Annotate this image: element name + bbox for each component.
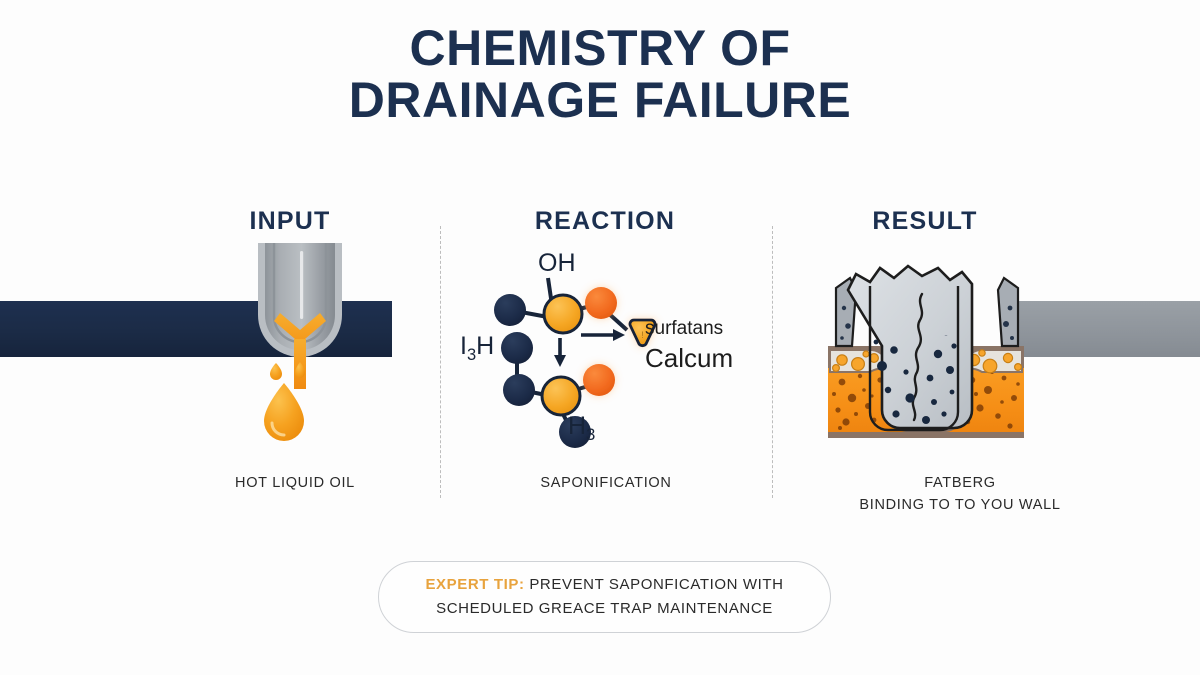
title-line-2: DRAINAGE FAILURE [348,72,852,128]
caption-result-line-2: BINDING TO TO YOU WALL [859,497,1061,514]
fatberg-shoulder-speckles [840,305,1014,340]
pipe-highlight [300,251,304,319]
molecule-label-h3-pre: H [568,412,587,440]
caption-result: FATBERG BINDING TO TO YOU WALL [835,472,1085,517]
arrow-right-icon-head [613,329,625,341]
expert-tip-label: EXPERT TIP: [425,575,525,593]
molecule-label-i3h-pre: I [460,332,467,360]
grease-layer [828,368,1024,432]
molecule-label-h3: H3 [568,412,595,445]
column-divider-2 [772,226,773,498]
fatberg-mass [846,264,974,430]
molecule-label-i3h-post: H [476,332,495,360]
molecule-label-h3-sub: 3 [586,426,596,444]
atom-node-orange-2 [583,364,615,396]
expert-tip-line-2: SCHEDULED GREACE TRAP MAINTENANCE [436,600,773,617]
fatberg-plug-outline [868,286,960,432]
column-divider-1 [440,226,441,498]
oil-y-junction [274,313,326,361]
molecule-diagram-icon: ! OH I3H H3 surfatans Calcum [455,249,755,460]
column-header-input: INPUT [249,207,331,235]
molecule-label-i3h: I3H [460,332,494,365]
column-header-reaction: REACTION [534,207,676,235]
pipe-band-right [1010,301,1200,357]
title-line-1: CHEMISTRY OF [409,20,791,76]
caption-reaction: SAPONIFICATION [540,475,672,491]
atom-node-dark-4 [559,416,591,448]
oil-drop-small-right [295,362,305,378]
atom-node-amber-2 [540,375,582,417]
expert-tip-box: EXPERT TIP: PREVENT SAPONFICATION WITH S… [378,561,831,633]
warning-triangle-icon [628,318,657,348]
atom-node-amber-1 [542,293,584,335]
atom-node-dark-2 [501,332,533,364]
oil-drop-large [264,383,304,441]
oil-drop-small-left [270,363,282,380]
caption-input: HOT LIQUID OIL [235,475,355,491]
page-title: CHEMISTRY OF DRAINAGE FAILURE [0,22,1200,126]
caption-result-line-1: FATBERG [924,475,996,491]
arrow-down-icon-head [554,355,566,367]
column-header-result: RESULT [872,207,978,235]
atom-node-dark-1 [494,294,526,326]
expert-tip-line-1: PREVENT SAPONFICATION WITH [524,575,784,593]
fatberg-cross-section-icon [822,250,1032,455]
atom-node-orange-1 [585,287,617,319]
molecule-label-surfactants: surfatans [645,318,724,339]
molecule-label-i3h-sub: 3 [466,346,477,364]
oil-drop-highlight [270,421,286,437]
fatberg-speckles [873,335,957,424]
atom-node-dark-3 [503,374,535,406]
fatberg-shoulder-right [996,276,1020,348]
warning-triangle-glyph: ! [641,330,644,340]
molecule-label-calcium: Calcum [645,343,734,373]
pipe-dripping-oil-icon [196,233,406,453]
expert-tip-text: EXPERT TIP: PREVENT SAPONFICATION WITH S… [379,573,830,622]
molecule-label-oh: OH [538,249,576,277]
